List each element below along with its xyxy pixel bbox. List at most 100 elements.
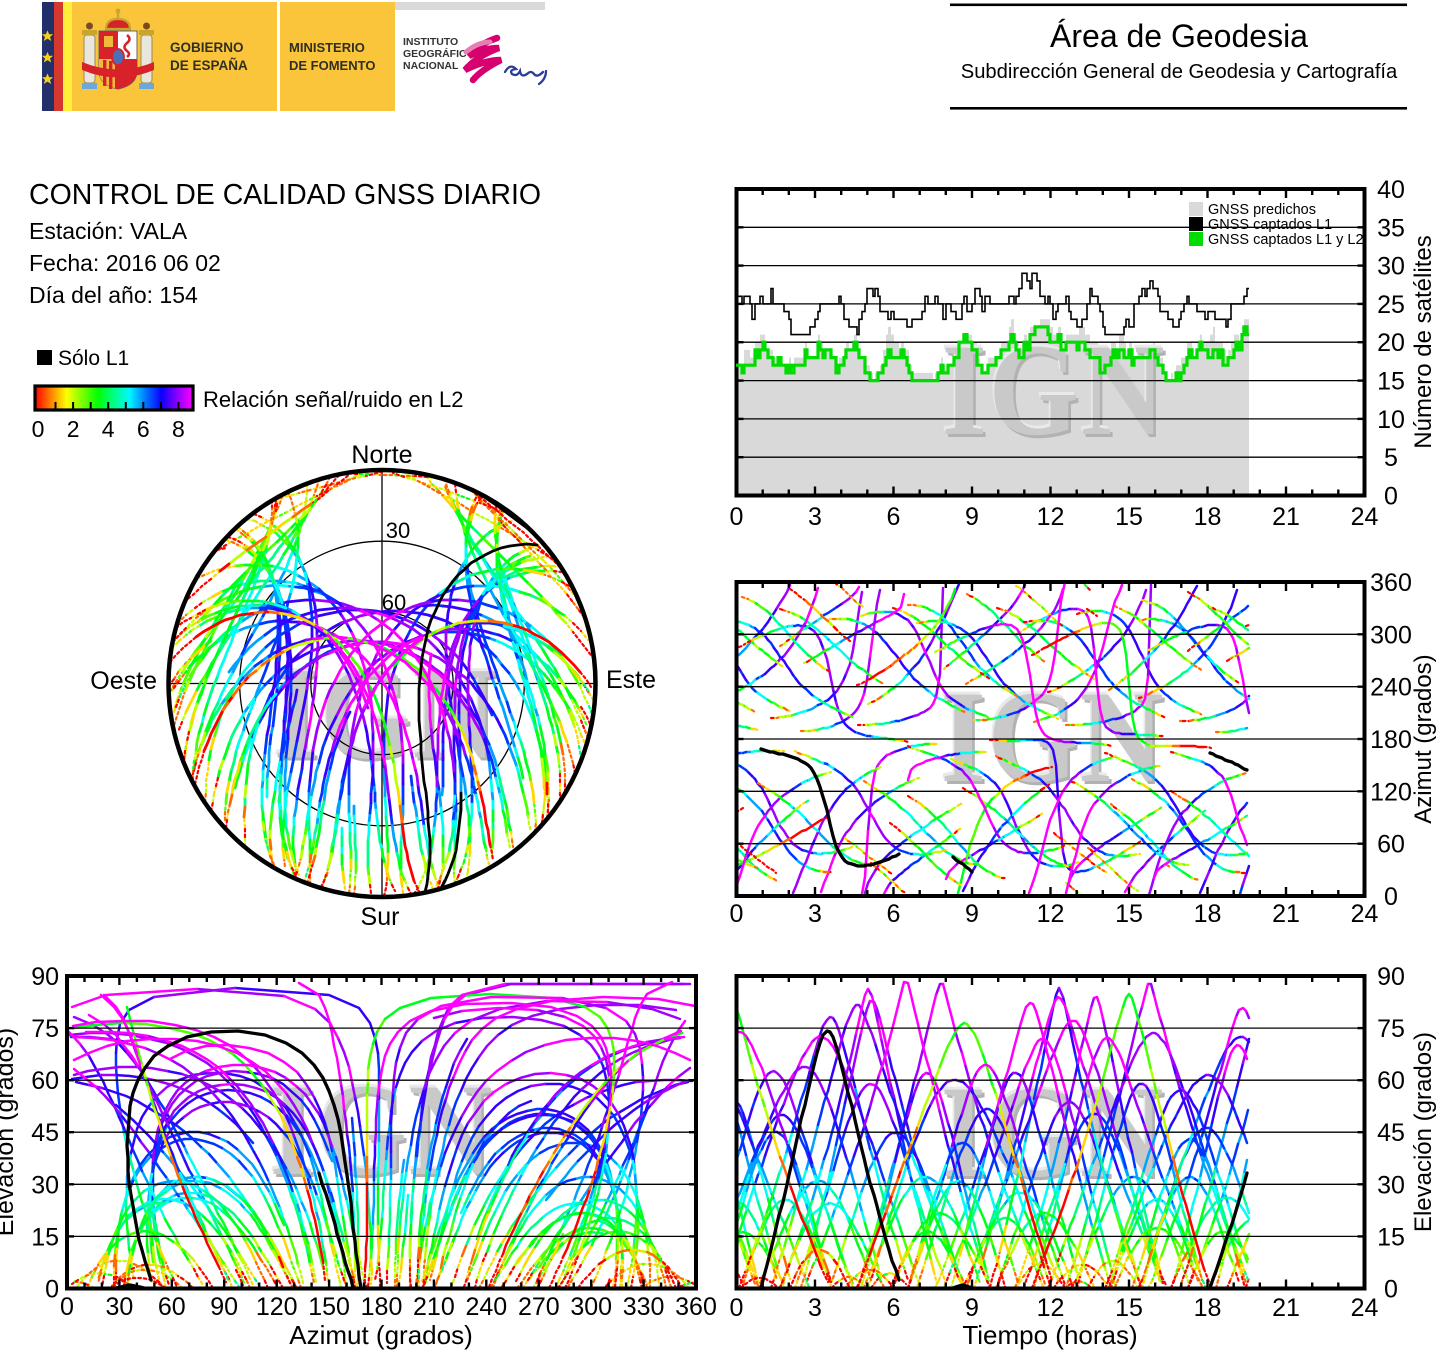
svg-text:3: 3 bbox=[808, 1294, 822, 1322]
svg-text:240: 240 bbox=[465, 1293, 507, 1321]
svg-text:24: 24 bbox=[1351, 503, 1379, 531]
svg-text:240: 240 bbox=[1370, 674, 1412, 702]
svg-text:30: 30 bbox=[105, 1293, 133, 1321]
svg-text:300: 300 bbox=[1370, 621, 1412, 649]
svg-text:30: 30 bbox=[31, 1171, 59, 1199]
svg-text:45: 45 bbox=[1377, 1119, 1405, 1147]
svg-text:6: 6 bbox=[887, 1294, 901, 1322]
svg-text:Elevación (grados): Elevación (grados) bbox=[0, 1028, 19, 1236]
svg-text:8: 8 bbox=[172, 416, 185, 442]
svg-text:9: 9 bbox=[965, 503, 979, 531]
svg-text:75: 75 bbox=[1377, 1015, 1405, 1043]
svg-text:75: 75 bbox=[31, 1015, 59, 1043]
svg-text:15: 15 bbox=[1115, 900, 1143, 928]
svg-text:Día del año: 154: Día del año: 154 bbox=[29, 282, 198, 308]
svg-text:9: 9 bbox=[965, 1294, 979, 1322]
svg-text:15: 15 bbox=[31, 1223, 59, 1251]
svg-text:GNSS predichos: GNSS predichos bbox=[1208, 202, 1316, 218]
svg-text:120: 120 bbox=[1370, 778, 1412, 806]
svg-text:30: 30 bbox=[1377, 253, 1405, 281]
svg-text:0: 0 bbox=[730, 503, 744, 531]
svg-text:Tiempo (horas): Tiempo (horas) bbox=[962, 1320, 1137, 1350]
svg-text:0: 0 bbox=[1384, 883, 1398, 911]
svg-text:Área de Geodesia: Área de Geodesia bbox=[1050, 18, 1308, 54]
svg-text:6: 6 bbox=[887, 503, 901, 531]
svg-text:12: 12 bbox=[1037, 900, 1065, 928]
svg-text:Norte: Norte bbox=[351, 441, 412, 469]
svg-text:Oeste: Oeste bbox=[90, 667, 157, 695]
svg-text:CONTROL DE CALIDAD GNSS DIARIO: CONTROL DE CALIDAD GNSS DIARIO bbox=[29, 179, 541, 211]
svg-text:Fecha: 2016 06 02: Fecha: 2016 06 02 bbox=[29, 250, 221, 276]
svg-text:MINISTERIO: MINISTERIO bbox=[289, 40, 365, 55]
svg-text:40: 40 bbox=[1377, 176, 1405, 204]
svg-text:DE FOMENTO: DE FOMENTO bbox=[289, 58, 375, 73]
svg-text:21: 21 bbox=[1272, 1294, 1300, 1322]
svg-text:90: 90 bbox=[1377, 963, 1405, 991]
svg-text:GNSS captados L1 y L2: GNSS captados L1 y L2 bbox=[1208, 232, 1364, 248]
svg-text:21: 21 bbox=[1272, 503, 1300, 531]
svg-text:GNSS captados L1: GNSS captados L1 bbox=[1208, 217, 1332, 233]
svg-text:Azimut (grados): Azimut (grados) bbox=[289, 1320, 473, 1350]
svg-text:330: 330 bbox=[623, 1293, 665, 1321]
svg-text:24: 24 bbox=[1351, 900, 1379, 928]
svg-text:Sur: Sur bbox=[361, 903, 400, 931]
svg-text:4: 4 bbox=[102, 416, 115, 442]
svg-text:60: 60 bbox=[1377, 1067, 1405, 1095]
svg-text:6: 6 bbox=[887, 900, 901, 928]
svg-text:0: 0 bbox=[730, 1294, 744, 1322]
svg-text:IGN: IGN bbox=[942, 316, 1167, 463]
svg-text:12: 12 bbox=[1037, 503, 1065, 531]
svg-text:Relación señal/ruido en L2: Relación señal/ruido en L2 bbox=[203, 387, 464, 412]
svg-text:Subdirección General de Geodes: Subdirección General de Geodesia y Carto… bbox=[961, 61, 1398, 83]
svg-text:18: 18 bbox=[1194, 503, 1222, 531]
svg-text:21: 21 bbox=[1272, 900, 1300, 928]
svg-text:25: 25 bbox=[1377, 291, 1405, 319]
svg-text:Número de satélites: Número de satélites bbox=[1410, 235, 1437, 448]
svg-text:0: 0 bbox=[45, 1276, 59, 1304]
svg-text:120: 120 bbox=[256, 1293, 298, 1321]
svg-text:60: 60 bbox=[1377, 831, 1405, 859]
svg-text:3: 3 bbox=[808, 900, 822, 928]
svg-text:18: 18 bbox=[1194, 900, 1222, 928]
svg-text:360: 360 bbox=[1370, 569, 1412, 597]
svg-text:INSTITUTO: INSTITUTO bbox=[403, 36, 458, 48]
svg-text:360: 360 bbox=[675, 1293, 717, 1321]
svg-text:Estación: VALA: Estación: VALA bbox=[29, 218, 188, 244]
svg-text:90: 90 bbox=[210, 1293, 238, 1321]
svg-text:24: 24 bbox=[1351, 1294, 1379, 1322]
svg-text:NACIONAL: NACIONAL bbox=[403, 60, 459, 72]
svg-text:IGN: IGN bbox=[270, 1056, 495, 1203]
svg-text:150: 150 bbox=[308, 1293, 350, 1321]
svg-text:Elevación (grados): Elevación (grados) bbox=[1410, 1032, 1437, 1232]
svg-text:270: 270 bbox=[518, 1293, 560, 1321]
svg-text:0: 0 bbox=[60, 1293, 74, 1321]
svg-text:Azimut (grados): Azimut (grados) bbox=[1410, 654, 1437, 823]
svg-text:0: 0 bbox=[32, 416, 45, 442]
svg-text:15: 15 bbox=[1377, 368, 1405, 396]
svg-text:30: 30 bbox=[1377, 1171, 1405, 1199]
svg-text:9: 9 bbox=[965, 900, 979, 928]
svg-text:20: 20 bbox=[1377, 329, 1405, 357]
svg-text:12: 12 bbox=[1037, 1294, 1065, 1322]
svg-text:IGN: IGN bbox=[941, 663, 1166, 810]
svg-text:Sólo L1: Sólo L1 bbox=[58, 347, 129, 370]
svg-text:GOBIERNO: GOBIERNO bbox=[170, 40, 244, 55]
svg-text:18: 18 bbox=[1194, 1294, 1222, 1322]
svg-text:30: 30 bbox=[386, 518, 410, 543]
svg-text:0: 0 bbox=[1384, 1276, 1398, 1304]
svg-text:210: 210 bbox=[413, 1293, 455, 1321]
svg-text:300: 300 bbox=[570, 1293, 612, 1321]
svg-text:5: 5 bbox=[1384, 444, 1398, 472]
svg-text:35: 35 bbox=[1377, 214, 1405, 242]
svg-text:60: 60 bbox=[31, 1067, 59, 1095]
svg-text:15: 15 bbox=[1115, 503, 1143, 531]
svg-text:0: 0 bbox=[730, 900, 744, 928]
svg-text:90: 90 bbox=[31, 963, 59, 991]
svg-text:3: 3 bbox=[808, 503, 822, 531]
svg-text:60: 60 bbox=[158, 1293, 186, 1321]
svg-text:0: 0 bbox=[1384, 483, 1398, 511]
svg-text:15: 15 bbox=[1115, 1294, 1143, 1322]
svg-text:6: 6 bbox=[137, 416, 150, 442]
svg-text:60: 60 bbox=[382, 590, 406, 615]
svg-text:45: 45 bbox=[31, 1119, 59, 1147]
